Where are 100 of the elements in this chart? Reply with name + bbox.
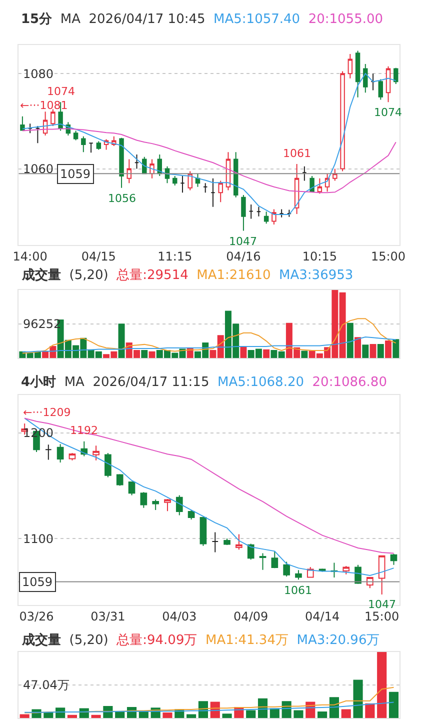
candlestick xyxy=(116,474,124,486)
candlestick xyxy=(394,67,398,85)
x-tick-label: 04/09 xyxy=(234,609,268,624)
candlestick xyxy=(283,561,290,578)
bar xyxy=(362,344,369,358)
annotation: 1074 xyxy=(374,106,402,119)
candlestick xyxy=(264,211,269,224)
chart-title: 成交量 xyxy=(21,267,61,283)
candlestick xyxy=(92,445,100,461)
x-tick-label: 04/16 xyxy=(226,249,261,264)
candlestick xyxy=(35,125,40,144)
candlestick xyxy=(202,182,208,194)
candlestick xyxy=(128,481,136,496)
candlestick xyxy=(256,206,262,217)
text: 2026/04/17 10:45 xyxy=(88,12,206,27)
y-tick-label: 1100 xyxy=(23,532,54,546)
text: MA5:1068.20 xyxy=(217,375,304,390)
candlestick xyxy=(332,168,338,182)
x-tick-label: 15:00 xyxy=(370,249,406,264)
bar xyxy=(318,712,328,718)
bar xyxy=(392,339,400,358)
candlestick xyxy=(200,516,207,546)
bar xyxy=(341,709,351,718)
candlestick xyxy=(73,130,78,141)
candlestick xyxy=(295,570,302,580)
text: MA5:1057.40 xyxy=(214,12,300,27)
bar xyxy=(354,337,362,358)
candlestick xyxy=(56,444,64,464)
y-tick-label: 1060 xyxy=(23,162,54,176)
bar xyxy=(377,652,387,718)
candlestick xyxy=(248,204,254,220)
candlestick xyxy=(306,566,314,578)
ref-line-label: 1059 xyxy=(60,167,91,181)
text: (5,20) xyxy=(69,633,108,648)
candlestick xyxy=(286,209,292,218)
annotation: 1047 xyxy=(368,598,396,611)
bar xyxy=(91,714,101,718)
bar xyxy=(67,714,78,718)
bar xyxy=(20,714,30,718)
candlestick xyxy=(218,180,223,203)
bar xyxy=(294,710,304,718)
x-tick-label: 04/14 xyxy=(305,609,340,624)
text: MA xyxy=(64,375,85,390)
candlestick xyxy=(348,54,353,79)
candlestick xyxy=(378,78,384,100)
candlestick xyxy=(390,553,398,566)
chart-title: 15分 xyxy=(21,12,54,27)
candlestick xyxy=(28,123,32,134)
y-tick-label: 1080 xyxy=(23,67,54,81)
candlestick xyxy=(134,154,140,170)
annotation: ←···1209 xyxy=(23,406,71,419)
x-tick-label: 14:00 xyxy=(12,249,48,264)
candlestick xyxy=(378,554,386,595)
bar xyxy=(246,710,256,718)
text: MA1:21610 xyxy=(196,268,271,283)
annotation: 1061 xyxy=(283,147,311,160)
candlestick xyxy=(172,175,178,186)
text: 20:1086.80 xyxy=(312,375,387,390)
candlestick xyxy=(212,532,219,553)
candlestick xyxy=(20,116,25,132)
candlestick xyxy=(119,137,124,188)
ref-line-label: 1059 xyxy=(22,575,53,589)
candlestick xyxy=(342,565,350,575)
candlestick xyxy=(210,178,216,208)
candlestick xyxy=(259,552,266,570)
chart-title: 4小时 xyxy=(21,375,56,390)
candlestick xyxy=(247,543,254,560)
candlestick xyxy=(96,140,102,150)
line-series xyxy=(22,128,396,194)
text: 总量:94.09万 xyxy=(116,633,198,648)
candlestick xyxy=(164,498,171,512)
bar xyxy=(141,350,148,358)
bar xyxy=(270,708,280,718)
candlestick xyxy=(50,108,56,126)
bar xyxy=(186,714,196,718)
text: MA3:36953 xyxy=(279,268,354,283)
candlestick xyxy=(81,136,86,153)
x-tick-label: 03/26 xyxy=(19,609,54,624)
bar xyxy=(44,712,54,718)
chart-title: 成交量 xyxy=(21,632,61,648)
bar xyxy=(329,697,339,718)
annotation: 1056 xyxy=(108,192,136,205)
bar xyxy=(263,349,270,358)
bar xyxy=(115,712,125,718)
candlestick xyxy=(236,534,242,550)
text: MA3:20.96万 xyxy=(296,633,380,648)
x-tick-label: 11:15 xyxy=(158,249,192,264)
text: 2026/04/17 11:15 xyxy=(92,375,210,390)
candlestick xyxy=(224,538,230,546)
bar xyxy=(353,680,363,718)
candlestick xyxy=(370,73,376,91)
candlestick xyxy=(386,66,391,103)
bar xyxy=(148,351,156,358)
candlestick xyxy=(340,70,345,172)
text: MA xyxy=(60,12,81,27)
candlestick xyxy=(272,208,276,226)
bar xyxy=(118,324,125,358)
candlestick xyxy=(279,208,284,218)
candlestick xyxy=(241,194,246,232)
candlestick xyxy=(126,158,132,184)
